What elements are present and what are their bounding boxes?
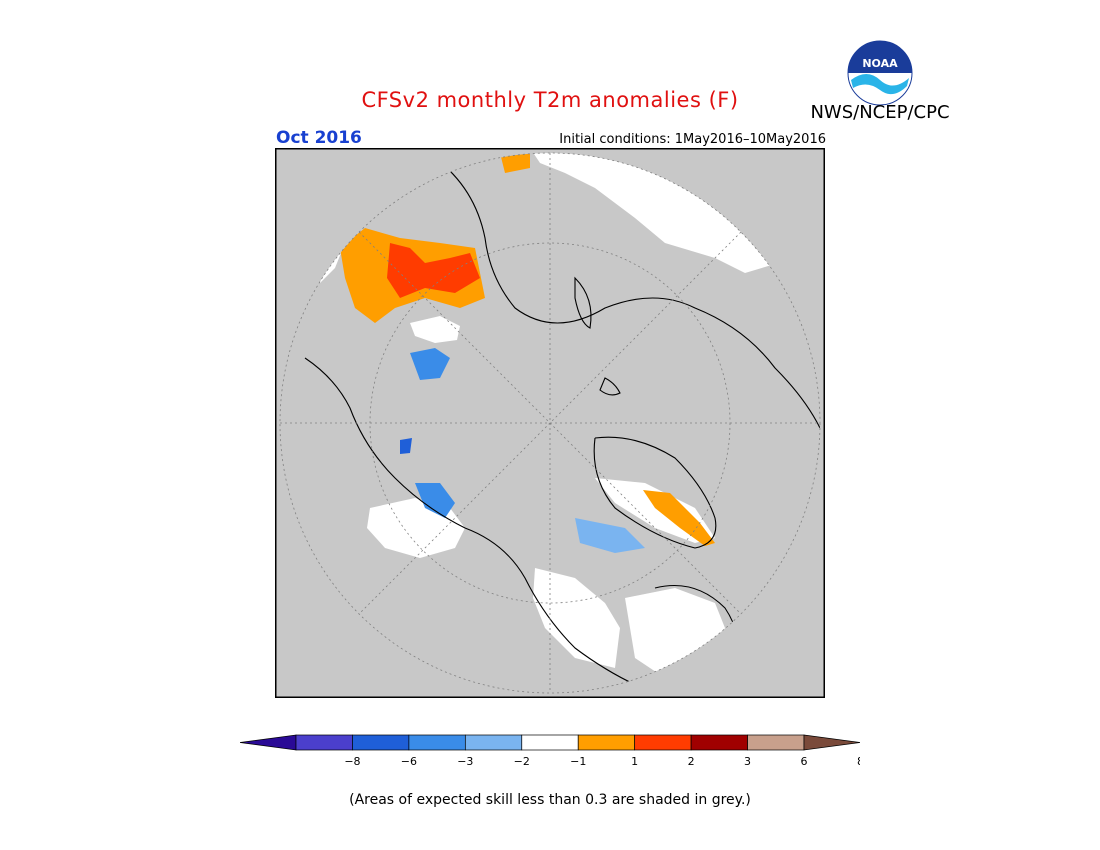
colorbar-tick-label: −2 (514, 755, 530, 768)
colorbar-arrow-high (803, 734, 860, 751)
colorbar-swatch (408, 734, 466, 751)
orange-region-arctic (500, 153, 530, 173)
blue-region-bering (415, 483, 455, 518)
logo-text: NOAA (862, 57, 898, 70)
blue-region-siberia (410, 348, 450, 380)
colorbar-tick-label: 8 (857, 755, 860, 768)
colorbar-tick-label: −3 (457, 755, 473, 768)
map-title: CFSv2 monthly T2m anomalies (F) (361, 88, 739, 112)
colorbar-tick-label: 6 (801, 755, 808, 768)
footnote: (Areas of expected skill less than 0.3 a… (349, 792, 751, 808)
coastlines (304, 157, 820, 693)
colorbar-tick-label: 2 (688, 755, 695, 768)
colorbar-tick-label: −1 (570, 755, 586, 768)
meridians (280, 153, 820, 693)
colorbar-swatch (521, 734, 579, 751)
colorbar-swatches (240, 734, 860, 751)
colorbar-swatch (747, 734, 805, 751)
map-frame (275, 148, 825, 698)
colorbar-swatch (295, 734, 353, 751)
colorbar-tick-label: −8 (344, 755, 360, 768)
colorbar-tick-label: −6 (401, 755, 417, 768)
noaa-logo: NOAA (847, 40, 913, 106)
initial-conditions: Initial conditions: 1May2016–10May2016 (559, 132, 826, 147)
org-label: NWS/NCEP/CPC (810, 102, 950, 123)
colorbar-labels: −8 −6 −3 −2 −1 1 2 3 6 8 (344, 755, 860, 768)
anomaly-regions (315, 153, 820, 678)
blue-region-chukotka (400, 438, 412, 454)
forecast-month: Oct 2016 (276, 128, 362, 148)
colorbar: −8 −6 −3 −2 −1 1 2 3 6 8 (240, 734, 860, 768)
colorbar-swatch (577, 734, 636, 751)
white-region-scandinavia (410, 316, 460, 343)
white-region-canada (533, 568, 620, 668)
colorbar-tick-label: 1 (631, 755, 638, 768)
colorbar-swatch (634, 734, 692, 751)
colorbar-arrow-low (240, 734, 297, 751)
colorbar-tick-label: 3 (744, 755, 751, 768)
polar-map (275, 148, 825, 698)
red-region-russia (387, 243, 480, 298)
orange-region-greenland (643, 490, 715, 546)
blue-region-archipelago (575, 518, 645, 553)
colorbar-swatch (352, 734, 410, 751)
colorbar-swatch (464, 734, 523, 751)
colorbar-swatch (690, 734, 748, 751)
